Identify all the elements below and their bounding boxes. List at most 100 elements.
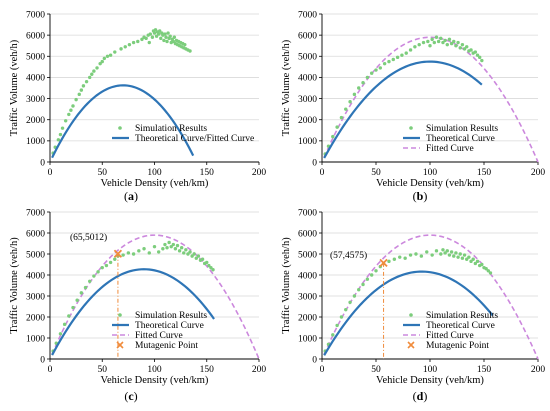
theoretical-curve — [323, 60, 483, 159]
simulation-point — [447, 253, 452, 257]
y-axis-label: Traffic Volume (veh/h) — [9, 237, 20, 334]
x-tick-label: 100 — [147, 168, 162, 178]
x-axis-label: Vehicle Density (veh/km) — [101, 375, 209, 386]
simulation-point — [392, 257, 397, 261]
simulation-point — [361, 81, 365, 85]
y-tick-label: 1000 — [26, 137, 45, 147]
simulation-point — [67, 314, 71, 318]
legend-marker-mutagenic — [407, 341, 415, 349]
x-tick-label: 150 — [200, 168, 215, 178]
legend-label: Simulation Results — [135, 124, 207, 134]
simulation-point — [428, 44, 432, 48]
simulation-point — [391, 57, 395, 62]
simulation-point — [113, 50, 117, 54]
simulation-point — [331, 333, 335, 337]
legend-label: Fitted Curve — [426, 331, 474, 341]
y-tick-label: 5000 — [298, 250, 317, 260]
simulation-point — [477, 55, 482, 60]
y-tick-label: 1000 — [26, 334, 45, 344]
y-tick-label: 7000 — [26, 10, 45, 20]
simulation-point — [348, 100, 352, 104]
legend-label: Theoretical Curve — [135, 321, 204, 331]
mutagenic-point-label: (57,4575) — [330, 250, 367, 261]
simulation-point — [432, 40, 437, 45]
panel-label: (c) — [124, 389, 137, 403]
simulation-point — [445, 249, 449, 253]
y-tick-label: 6000 — [298, 229, 317, 239]
simulation-point — [486, 269, 491, 273]
simulation-point — [439, 252, 443, 256]
simulation-point — [454, 44, 458, 48]
legend-label: Fitted Curve — [135, 331, 183, 341]
simulation-point — [458, 252, 462, 256]
legend-label: Simulation Results — [135, 311, 207, 321]
mutagenic-point-marker — [113, 249, 123, 258]
simulation-point — [90, 72, 94, 76]
panel-label: (d) — [413, 389, 428, 403]
simulation-point — [344, 107, 348, 111]
simulation-point — [142, 247, 146, 251]
legend-label: Mutagenic Point — [135, 341, 198, 351]
simulation-point — [200, 257, 205, 261]
simulation-point — [339, 315, 344, 319]
simulation-point — [445, 42, 449, 47]
x-tick-label: 0 — [48, 365, 53, 375]
panel-c: 0 50 100 150 2000100020003000400050006000700… — [9, 208, 266, 403]
panel-label: (b) — [413, 189, 428, 203]
simulation-point — [430, 37, 434, 42]
legend-marker-simulation — [409, 126, 413, 130]
legend-label: Fitted Curve — [426, 144, 474, 154]
simulation-point — [462, 253, 467, 257]
simulation-point — [454, 251, 458, 255]
simulation-point — [84, 79, 89, 84]
y-tick-label: 4000 — [26, 271, 45, 281]
simulation-point — [475, 53, 480, 57]
y-tick-label: 4000 — [298, 74, 317, 84]
simulation-point — [113, 257, 117, 261]
simulation-point — [62, 322, 67, 327]
fitted-curve — [323, 36, 539, 163]
simulation-point — [374, 68, 378, 72]
simulation-point — [192, 252, 196, 256]
simulation-point — [365, 277, 370, 281]
simulation-point — [148, 32, 153, 36]
simulation-point — [168, 34, 172, 38]
simulation-point — [361, 282, 365, 287]
simulation-point — [465, 257, 469, 261]
y-tick-label: 0 — [40, 158, 45, 168]
simulation-point — [165, 246, 169, 250]
simulation-point — [188, 49, 192, 53]
simulation-point — [430, 253, 434, 257]
theoretical-curve — [51, 84, 195, 159]
simulation-point — [88, 75, 92, 80]
mutagenic-point-marker — [379, 258, 388, 268]
simulation-point — [156, 32, 161, 36]
simulation-point — [465, 45, 469, 49]
simulation-point — [449, 250, 454, 254]
simulation-point — [382, 61, 387, 66]
x-tick-label: 0 — [48, 168, 53, 178]
simulation-point — [335, 323, 339, 328]
simulation-point — [108, 53, 113, 57]
simulation-point — [378, 66, 383, 70]
x-tick-label: 50 — [98, 168, 108, 178]
simulation-point — [205, 260, 209, 265]
simulation-point — [131, 40, 136, 45]
simulation-point — [79, 291, 84, 295]
legend-label: Theoretical Curve — [426, 321, 495, 331]
simulation-point — [469, 259, 473, 264]
simulation-point — [443, 38, 447, 43]
y-tick-label: 6000 — [26, 229, 45, 239]
y-tick-label: 0 — [40, 355, 45, 365]
y-tick-label: 0 — [312, 158, 317, 168]
simulation-point — [147, 251, 151, 255]
simulation-point — [374, 269, 378, 273]
legend-label: Mutagenic Point — [426, 341, 489, 351]
simulation-point — [154, 34, 159, 38]
simulation-point — [471, 257, 475, 261]
y-tick-label: 6000 — [26, 31, 45, 41]
theoretical-curve — [323, 270, 494, 356]
simulation-point — [480, 262, 484, 267]
